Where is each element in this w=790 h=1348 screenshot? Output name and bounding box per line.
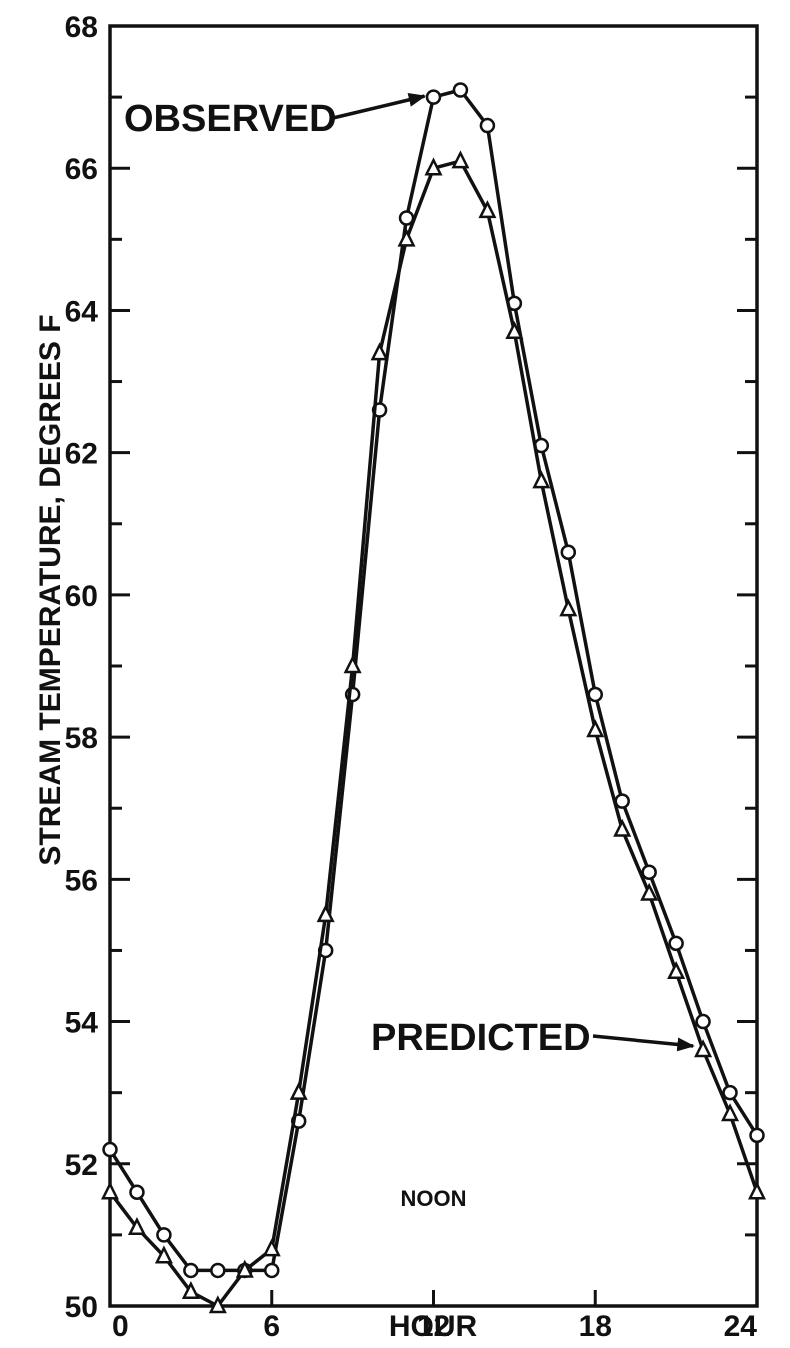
predicted-point xyxy=(127,1216,146,1236)
x-tick-labels: 0 6 12 18 24 xyxy=(112,1310,757,1343)
y-axis-label: STREAM TEMPERATURE, DEGREES F xyxy=(34,314,67,865)
y-tick-label: 54 xyxy=(65,1007,99,1040)
y-tick-label: 58 xyxy=(65,722,98,755)
predicted-point xyxy=(640,882,659,901)
y-tick-label: 64 xyxy=(65,295,99,328)
predicted-point xyxy=(667,960,686,980)
plot-frame xyxy=(108,24,759,1308)
x-tick-label: 24 xyxy=(724,1310,758,1343)
predicted-point xyxy=(478,200,497,219)
observed-point xyxy=(264,1262,280,1279)
x-tick-label: 18 xyxy=(579,1310,612,1343)
y-tick-labels: 50 52 54 56 58 60 62 64 66 68 xyxy=(65,11,99,1324)
predicted-annotation: PREDICTED xyxy=(371,1017,591,1059)
observed-point xyxy=(560,544,577,560)
y-tick-label: 68 xyxy=(65,11,98,44)
predicted-point xyxy=(397,228,416,247)
predicted-point xyxy=(370,342,389,361)
predicted-point xyxy=(316,904,335,923)
observed-point xyxy=(479,117,496,134)
y-tick-label: 60 xyxy=(65,580,98,613)
observed-annotation: OBSERVED xyxy=(124,98,337,140)
observed-point xyxy=(102,1141,118,1158)
predicted-point xyxy=(586,719,605,738)
predicted-point xyxy=(694,1039,713,1058)
predicted-point xyxy=(181,1280,200,1300)
observed-point xyxy=(183,1262,199,1279)
predicted-point xyxy=(559,598,578,617)
plot-border xyxy=(108,24,759,1308)
observed-point xyxy=(668,935,684,952)
y-tick-label: 62 xyxy=(65,438,98,471)
y-tick-label: 50 xyxy=(65,1291,98,1324)
observed-point xyxy=(425,89,442,105)
observed-point xyxy=(749,1127,765,1144)
predicted-point xyxy=(235,1259,254,1278)
predicted-arrow xyxy=(592,1034,695,1052)
predicted-point xyxy=(100,1181,120,1200)
predicted-point xyxy=(747,1181,767,1200)
observed-point xyxy=(695,1013,711,1030)
series-observed xyxy=(102,82,765,1279)
x-tick-label: 6 xyxy=(263,1310,280,1343)
predicted-point xyxy=(424,157,443,176)
observed-point xyxy=(722,1084,738,1101)
observed-point xyxy=(587,686,603,703)
predicted-point xyxy=(343,655,362,674)
x-tick-label: 12 xyxy=(417,1310,450,1343)
y-tick-label: 66 xyxy=(65,153,98,186)
predicted-point xyxy=(451,150,470,169)
predicted-point xyxy=(289,1081,308,1100)
x-tick-label: 0 xyxy=(112,1310,129,1343)
observed-point xyxy=(452,82,469,98)
observed-line xyxy=(108,88,759,1273)
predicted-point xyxy=(208,1295,227,1314)
observed-arrow xyxy=(332,92,427,120)
noon-label: NOON xyxy=(401,1186,467,1211)
tick-marks xyxy=(108,24,759,1308)
series-predicted xyxy=(100,150,767,1314)
predicted-point xyxy=(262,1238,281,1257)
series-layer xyxy=(100,82,767,1314)
observed-point xyxy=(210,1262,226,1279)
y-tick-label: 52 xyxy=(65,1149,98,1182)
predicted-point xyxy=(721,1103,740,1122)
predicted-point xyxy=(532,470,551,489)
observed-point xyxy=(156,1227,172,1243)
predicted-point xyxy=(505,320,524,340)
predicted-line xyxy=(108,159,759,1308)
observed-point xyxy=(129,1184,145,1200)
y-tick-label: 56 xyxy=(65,864,98,897)
observed-point xyxy=(614,793,630,809)
predicted-point xyxy=(613,818,632,837)
observed-point xyxy=(641,864,657,880)
predicted-point xyxy=(154,1245,173,1264)
x-axis-label: HOUR xyxy=(389,1310,478,1343)
annotations: OBSERVED PREDICTED NOON xyxy=(124,92,695,1211)
